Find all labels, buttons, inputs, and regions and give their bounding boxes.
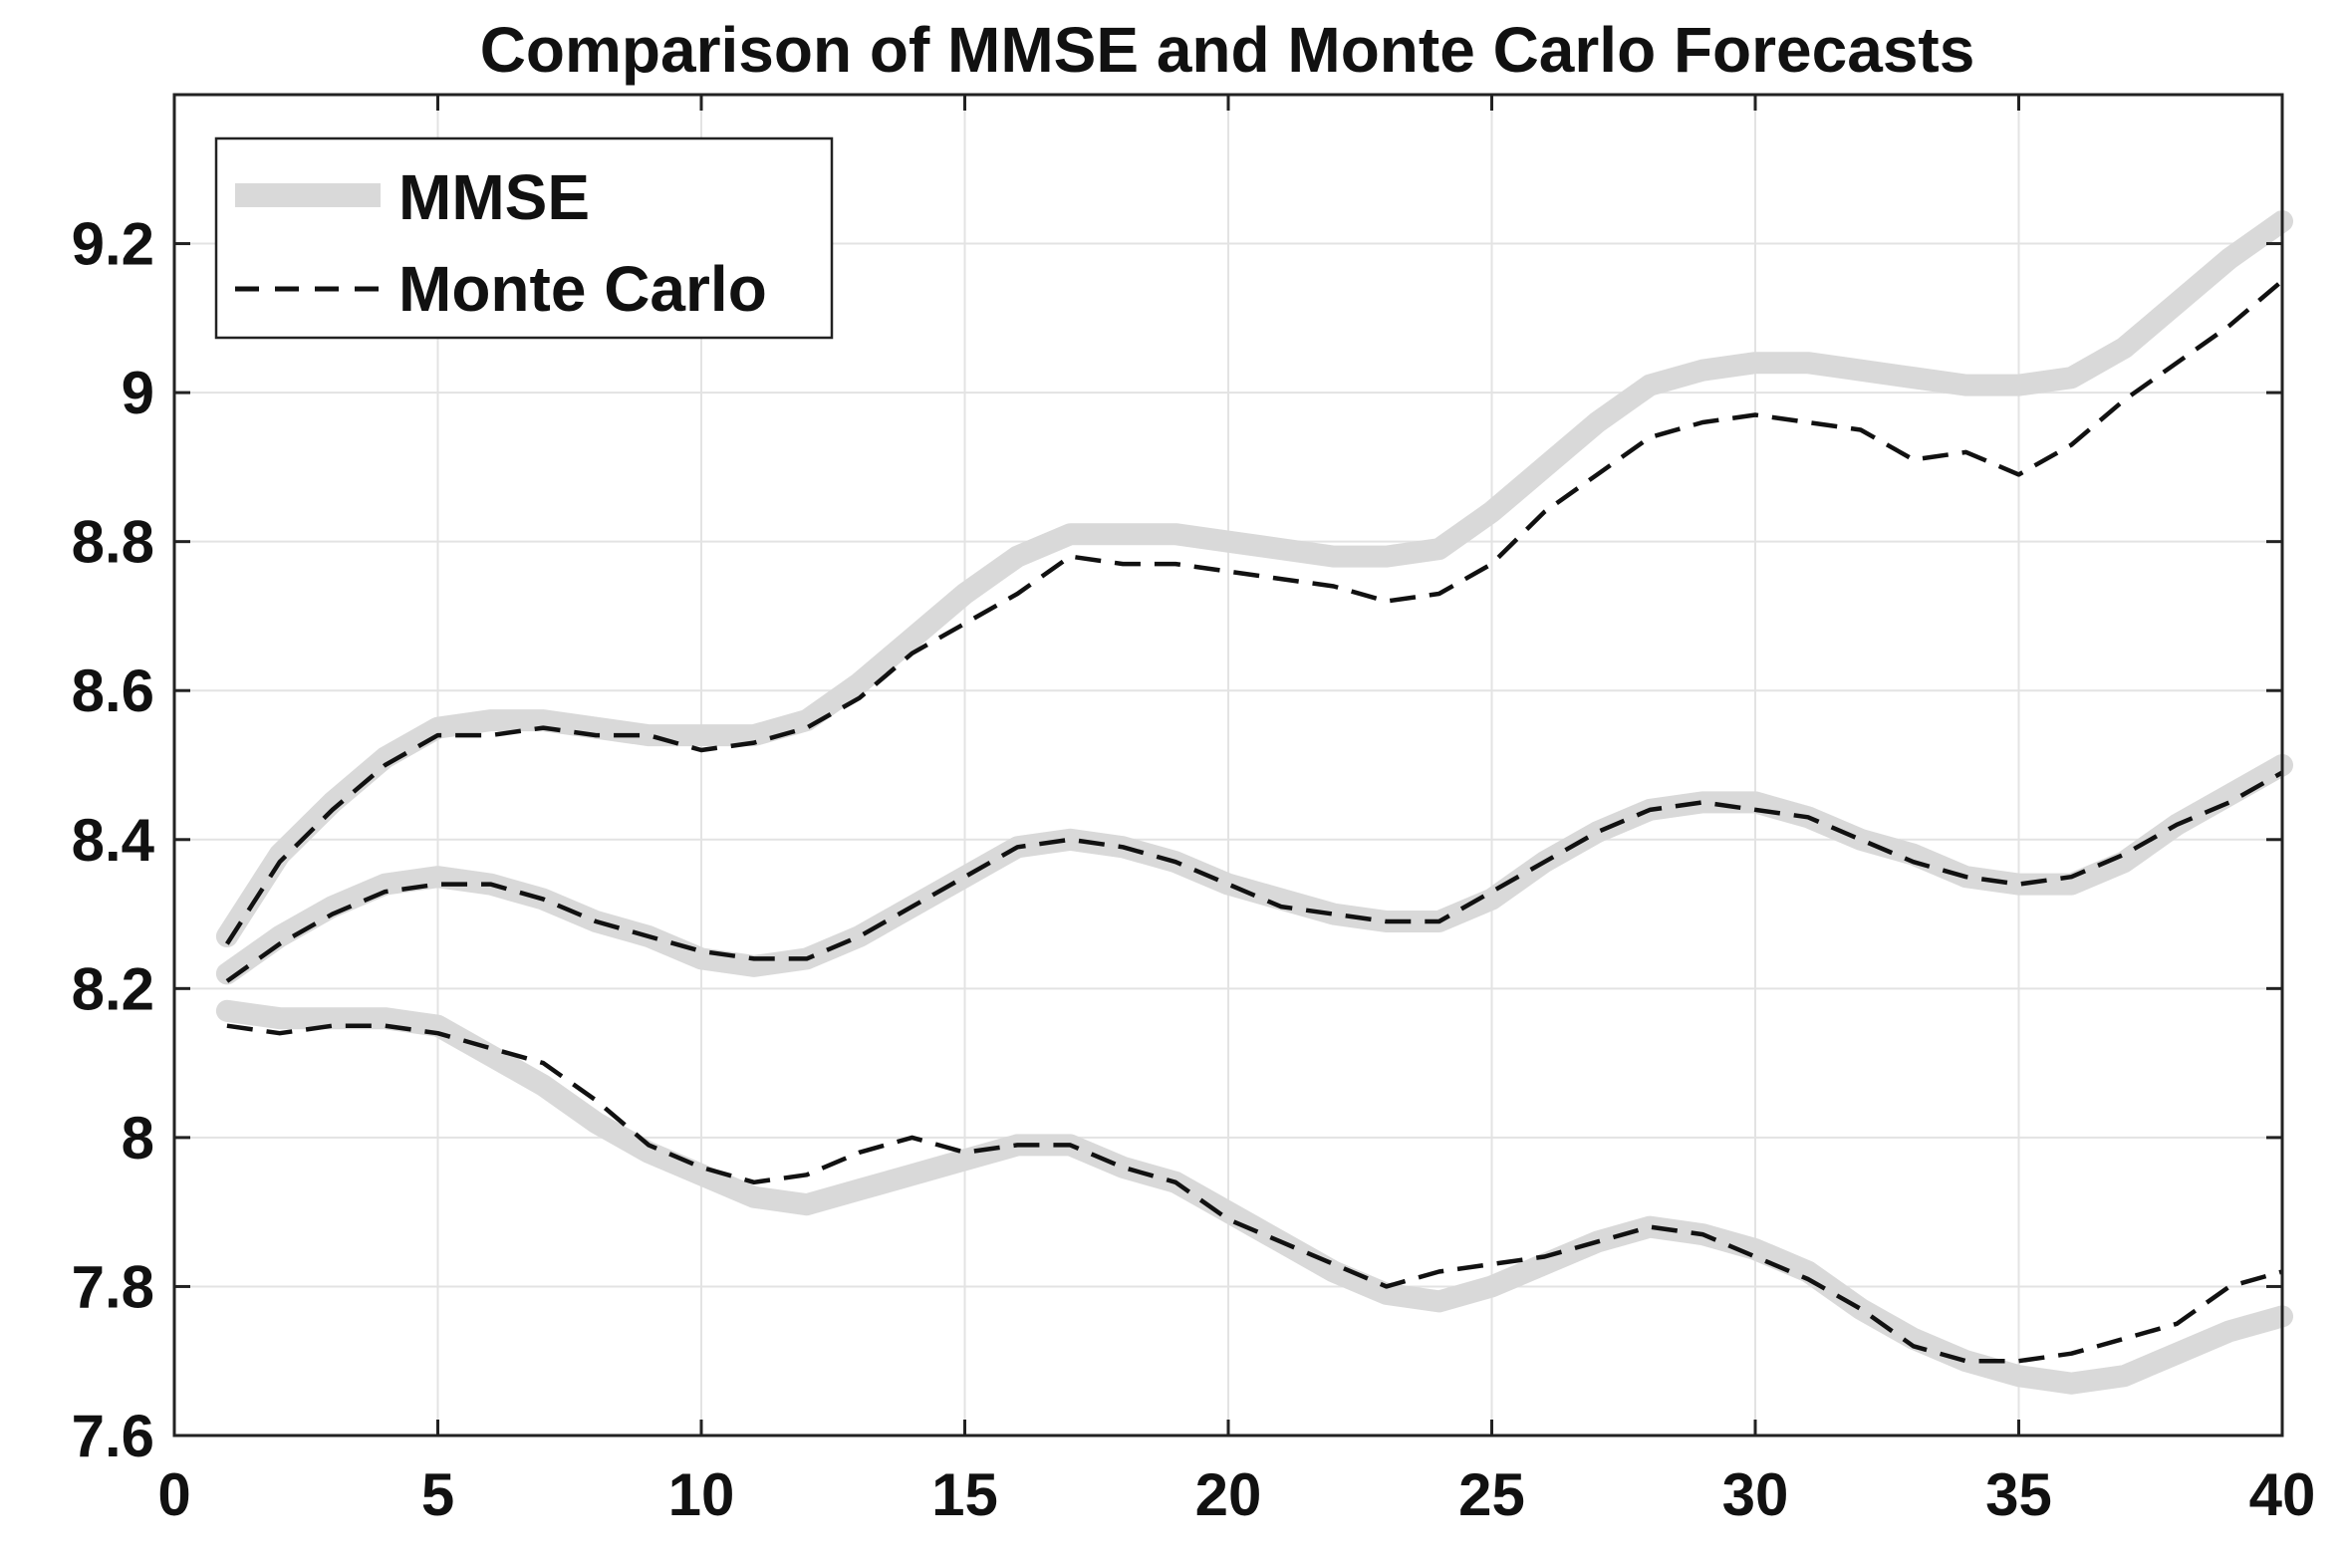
y-tick-label-0: 7.6 [72,1403,154,1469]
y-tick-label-7: 9 [122,360,154,426]
y-tick-label-4: 8.4 [72,807,155,874]
y-tick-label-6: 8.8 [72,509,154,576]
tick-labels: 0 5 10 15 20 25 30 35 40 7.6 7.8 8 8.2 8.4 8.6 8.8 9 9.2 [72,211,2316,1528]
y-tick-label-3: 8.2 [72,955,154,1022]
x-tick-label-5: 25 [1458,1461,1525,1528]
x-tick-label-4: 20 [1195,1461,1262,1528]
legend-box [214,136,834,340]
series-line-mmse-4 [215,999,2293,1395]
x-tick-label-3: 15 [931,1461,998,1528]
legend-label-monte-carlo: Monte Carlo [398,253,767,325]
x-tick-label-6: 30 [1722,1461,1789,1528]
y-tick-label-2: 8 [122,1105,154,1172]
series-lines [215,210,2293,1395]
x-tick-label-1: 5 [421,1461,454,1528]
series-line-mmse-0 [215,210,2293,947]
legend-label-mmse: MMSE [398,161,590,233]
series-line-monte-carlo-3 [225,770,2284,983]
y-tick-label-5: 8.6 [72,657,154,724]
y-tick-label-8: 9.2 [72,211,154,278]
x-tick-label-0: 0 [157,1461,190,1528]
series-line-monte-carlo-1 [225,279,2284,945]
series-line-monte-carlo-5 [226,1023,2283,1364]
y-tick-label-1: 7.8 [72,1253,154,1320]
x-tick-label-8: 40 [2249,1461,2316,1528]
x-tick-label-2: 10 [668,1461,735,1528]
legend: MMSE Monte Carlo [214,136,834,340]
chart-title: Comparison of MMSE and Monte Carlo Forec… [480,14,1975,86]
axes [172,93,2284,1437]
x-tick-label-7: 35 [1985,1461,2052,1528]
